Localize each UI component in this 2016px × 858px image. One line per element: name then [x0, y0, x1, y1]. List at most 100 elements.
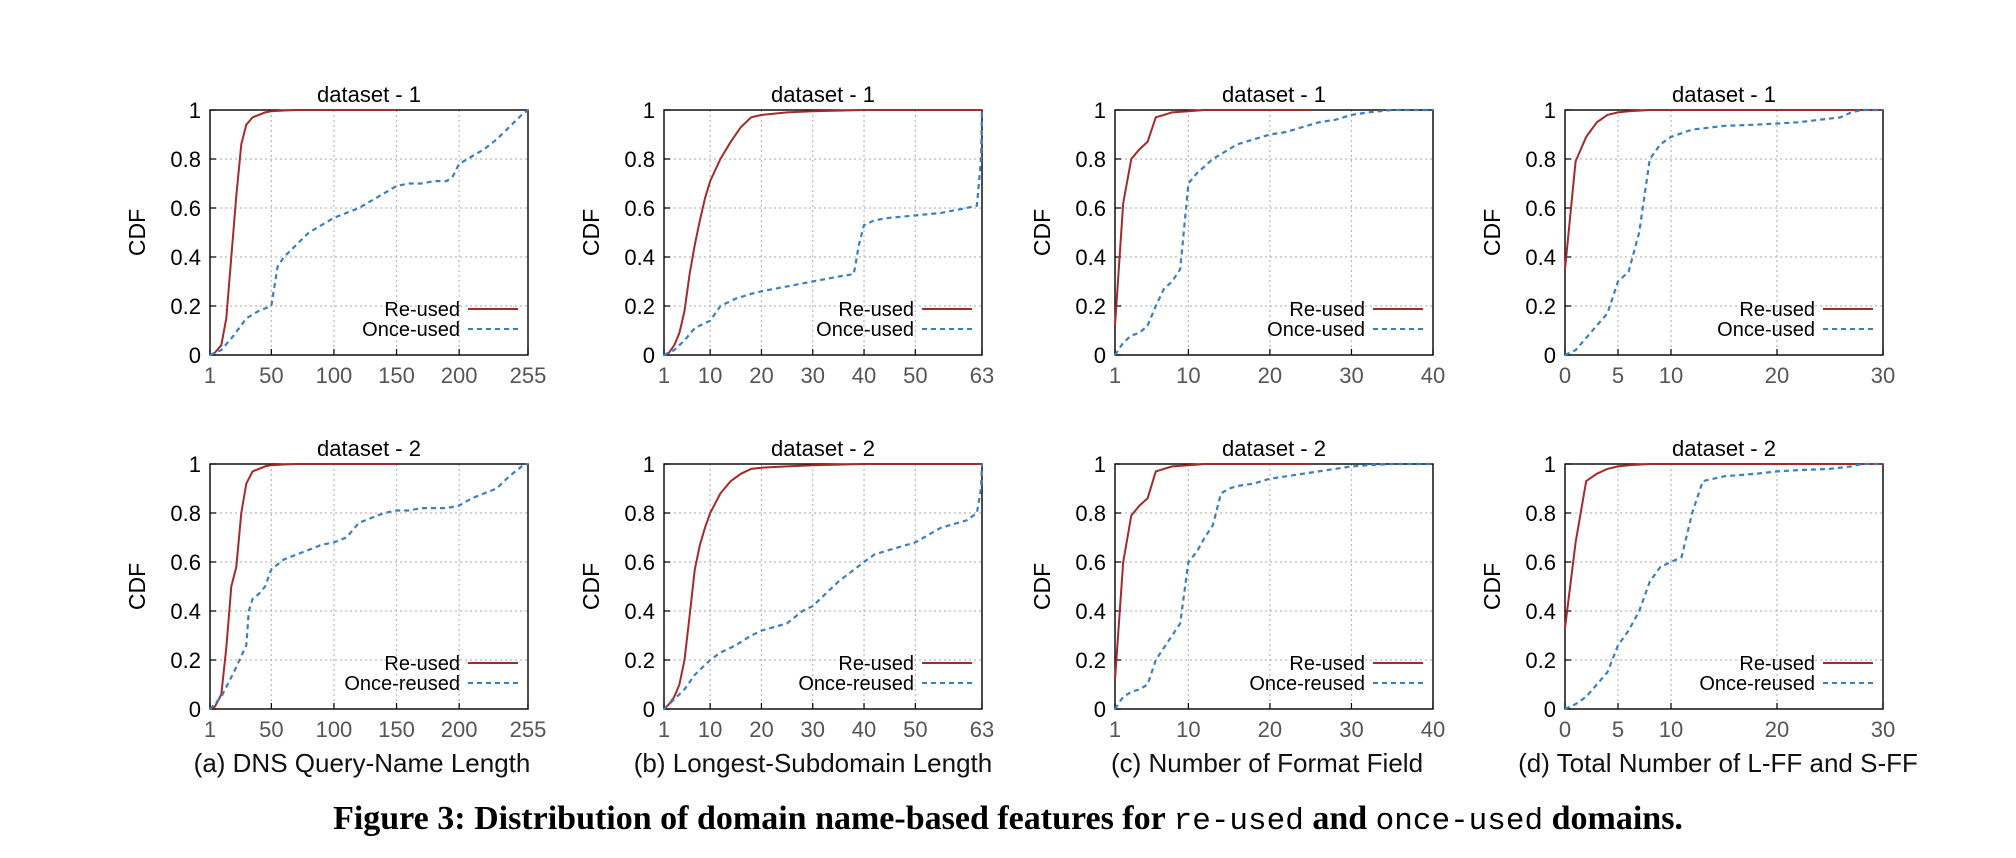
y-tick-label: 0.8 — [1075, 501, 1106, 526]
x-tick-label: 30 — [1871, 717, 1895, 742]
y-tick-label: 0.2 — [624, 294, 655, 319]
x-tick-label: 20 — [1765, 717, 1789, 742]
x-tick-label: 30 — [1339, 717, 1363, 742]
chart-panel-d-1: 0 5 10 20 30 0 0.2 0.4 0.6 0.8 1 dataset - 1 CDF Re-u… — [1479, 82, 1895, 388]
legend-label: Re-used — [1739, 299, 1815, 321]
y-tick-label: 0.4 — [1525, 599, 1556, 624]
y-tick-label: 0.4 — [1075, 599, 1106, 624]
series-line-reused — [1114, 463, 1311, 680]
x-tick-label: 0 — [1559, 363, 1571, 388]
series-line-reused — [1564, 109, 1883, 270]
x-tick-label: 40 — [1421, 363, 1445, 388]
caption-suffix: domains. — [1551, 800, 1683, 837]
x-tick-label: 5 — [1612, 717, 1624, 742]
chart-title: dataset - 2 — [317, 436, 421, 461]
y-tick-label: 0.6 — [624, 550, 655, 575]
y-tick-label: 1 — [643, 452, 655, 477]
x-tick-label: 40 — [852, 717, 876, 742]
y-tick-label: 0.6 — [170, 196, 201, 221]
x-tick-label: 1 — [204, 363, 216, 388]
x-tick-label: 200 — [441, 717, 478, 742]
chart-title: dataset - 1 — [1222, 82, 1326, 107]
y-axis-label: CDF — [1479, 563, 1505, 610]
x-tick-label: 20 — [749, 717, 773, 742]
x-tick-label: 20 — [1258, 363, 1282, 388]
x-tick-label: 30 — [1339, 363, 1363, 388]
y-axis-label: CDF — [1479, 209, 1505, 256]
y-tick-label: 0.8 — [1075, 147, 1106, 172]
chart-title: dataset - 2 — [1222, 436, 1326, 461]
subcaption-d: (d) Total Number of L-FF and S-FF — [1518, 748, 1918, 778]
y-axis-label: CDF — [1029, 563, 1055, 610]
subcaption-a: (a) DNS Query-Name Length — [193, 748, 531, 778]
legend-label: Once-used — [816, 319, 914, 341]
y-tick-label: 0.2 — [1075, 648, 1106, 673]
x-tick-label: 50 — [903, 363, 927, 388]
x-tick-label: 1 — [658, 363, 670, 388]
y-tick-label: 0 — [1544, 697, 1556, 722]
x-tick-label: 5 — [1612, 363, 1624, 388]
y-tick-label: 0.4 — [170, 599, 201, 624]
y-tick-label: 1 — [189, 98, 201, 123]
y-tick-label: 0.6 — [624, 196, 655, 221]
chart-title: dataset - 1 — [1672, 82, 1776, 107]
y-tick-label: 0.2 — [1525, 294, 1556, 319]
series-line-reused — [1114, 109, 1311, 326]
legend-label: Re-used — [838, 299, 914, 321]
x-tick-label: 63 — [970, 717, 994, 742]
x-tick-label: 63 — [970, 363, 994, 388]
x-tick-label: 1 — [658, 717, 670, 742]
x-tick-label: 10 — [698, 717, 722, 742]
x-tick-label: 20 — [749, 363, 773, 388]
caption-term-reused: re-used — [1173, 804, 1304, 839]
series-line-reused — [663, 109, 982, 356]
y-tick-label: 0.8 — [624, 147, 655, 172]
series-line-once — [1564, 108, 1883, 356]
x-tick-label: 100 — [316, 717, 353, 742]
y-tick-label: 1 — [189, 452, 201, 477]
x-tick-label: 40 — [852, 363, 876, 388]
caption-term-once: once-used — [1375, 804, 1544, 839]
chart-panel-c-1: 1 10 20 30 40 0 0.2 0.4 0.6 0.8 1 dataset - 1 CDF Re-… — [1029, 82, 1445, 388]
legend-label: Re-used — [384, 299, 460, 321]
y-tick-label: 0.4 — [624, 599, 655, 624]
x-tick-label: 150 — [378, 717, 415, 742]
x-tick-label: 10 — [1659, 363, 1683, 388]
legend-label: Re-used — [1739, 653, 1815, 675]
y-tick-label: 0.8 — [624, 501, 655, 526]
series-line-once — [663, 463, 984, 710]
legend-label: Once-reused — [344, 673, 460, 695]
caption-prefix: Figure 3: Distribution of domain name-ba… — [333, 800, 1166, 837]
y-tick-label: 0.4 — [1075, 245, 1106, 270]
series-line-reused — [1564, 463, 1883, 629]
y-tick-label: 0 — [1094, 343, 1106, 368]
y-tick-label: 0.2 — [624, 648, 655, 673]
figure-caption: Figure 3: Distribution of domain name-ba… — [0, 800, 2016, 839]
y-tick-label: 1 — [1094, 98, 1106, 123]
y-axis-label: CDF — [578, 563, 604, 610]
y-tick-label: 0 — [1544, 343, 1556, 368]
chart-title: dataset - 2 — [771, 436, 875, 461]
legend-label: Re-used — [1289, 299, 1365, 321]
y-axis-label: CDF — [124, 209, 150, 256]
x-tick-label: 1 — [1109, 717, 1121, 742]
y-tick-label: 0 — [189, 697, 201, 722]
caption-conjunction: and — [1312, 800, 1368, 837]
x-tick-label: 30 — [1871, 363, 1895, 388]
y-tick-label: 0.6 — [170, 550, 201, 575]
y-tick-label: 0.6 — [1075, 550, 1106, 575]
y-axis-label: CDF — [124, 563, 150, 610]
x-tick-label: 50 — [259, 717, 283, 742]
y-tick-label: 0.4 — [1525, 245, 1556, 270]
x-tick-label: 20 — [1765, 363, 1789, 388]
legend-label: Re-used — [384, 653, 460, 675]
legend-label: Once-used — [362, 319, 460, 341]
chart-title: dataset - 2 — [1672, 436, 1776, 461]
chart-panel-b-1: 1 10 20 30 40 50 63 0 0.2 0.4 0.6 0.8 1 dataset - 1 CD… — [578, 82, 994, 388]
y-tick-label: 0.2 — [170, 294, 201, 319]
y-tick-label: 0.6 — [1525, 550, 1556, 575]
subcaption-c: (c) Number of Format Field — [1110, 748, 1424, 778]
